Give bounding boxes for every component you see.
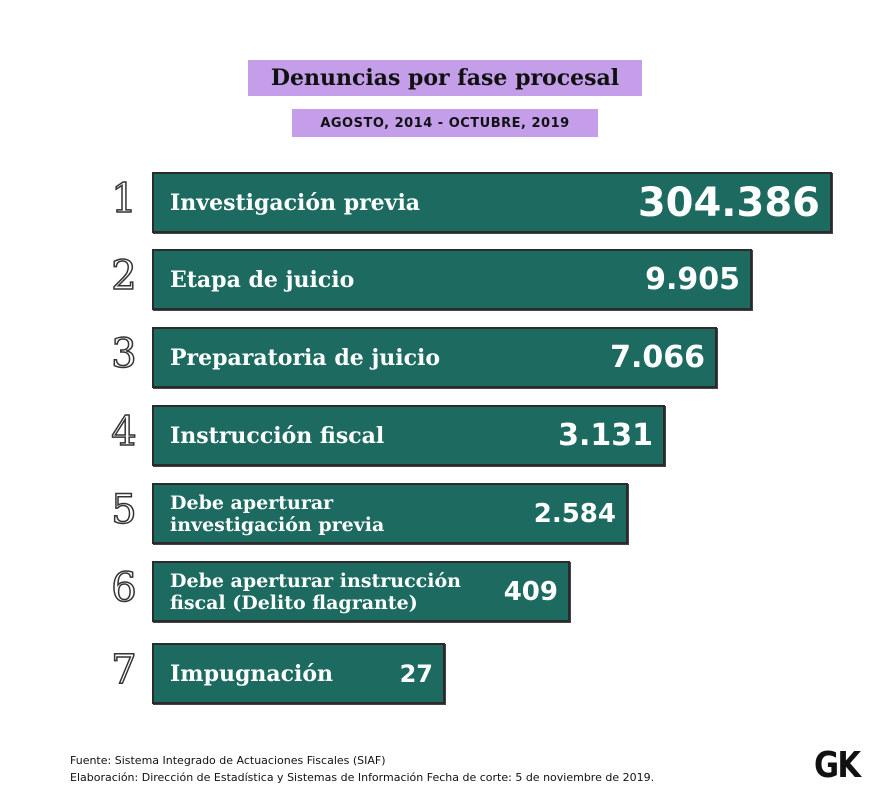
bar-category-label: Debe aperturar investigación previa (170, 491, 385, 536)
bar-value-label: 2.584 (533, 498, 616, 529)
bar-category-label: Investigación previa (170, 189, 421, 216)
bar-value-label: 409 (503, 576, 558, 607)
bar-category-label: Instrucción fiscal (170, 422, 385, 449)
bar: Debe aperturar instrucción fiscal (Delit… (152, 561, 570, 622)
bar-value-label: 304.386 (637, 179, 820, 226)
chart-subtitle: AGOSTO, 2014 - OCTUBRE, 2019 (292, 109, 598, 137)
rank-label: 4 (111, 408, 138, 456)
source-note: Fuente: Sistema Integrado de Actuaciones… (70, 754, 386, 767)
chart-title: Denuncias por fase procesal (248, 60, 642, 96)
gk-logo: GK (814, 745, 861, 786)
rank-label: 6 (111, 564, 138, 612)
bar-value-label: 9.905 (645, 262, 740, 297)
bar: Investigación previa 304.386 (152, 172, 832, 233)
bar-category-label: Debe aperturar instrucción fiscal (Delit… (170, 569, 461, 614)
bar-value-label: 27 (399, 659, 433, 688)
credit-note: Elaboración: Dirección de Estadística y … (70, 771, 655, 784)
bar: Preparatoria de juicio 7.066 (152, 327, 717, 388)
rank-label: 1 (111, 175, 138, 223)
rank-label: 5 (111, 486, 138, 534)
rank-label: 7 (111, 646, 138, 694)
rank-label: 3 (111, 330, 138, 378)
bar-category-label: Preparatoria de juicio (170, 344, 441, 371)
bar-value-label: 7.066 (610, 340, 705, 375)
bar-category-label: Impugnación (170, 660, 334, 687)
bar-category-label: Etapa de juicio (170, 266, 355, 293)
bar: Debe aperturar investigación previa 2.584 (152, 483, 628, 544)
rank-label: 2 (111, 252, 138, 300)
bar: Impugnación 27 (152, 643, 445, 704)
bar: Instrucción fiscal 3.131 (152, 405, 665, 466)
bar-value-label: 3.131 (558, 418, 653, 453)
footer: Fuente: Sistema Integrado de Actuaciones… (70, 752, 654, 786)
bar: Etapa de juicio 9.905 (152, 249, 752, 310)
